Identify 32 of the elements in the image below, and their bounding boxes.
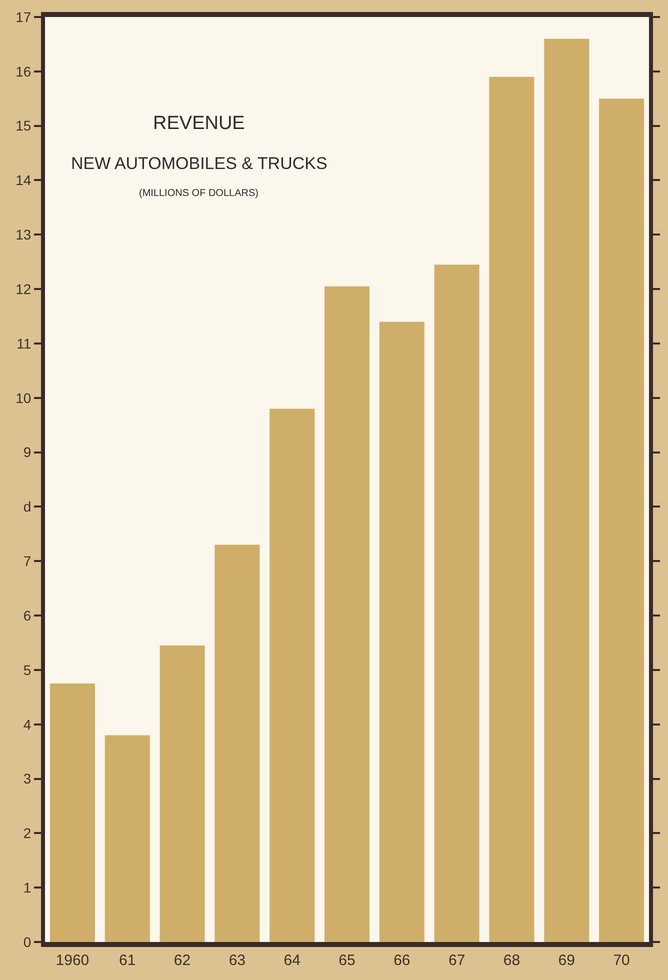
y-tick-label: 2: [23, 825, 32, 842]
x-tick-label: 68: [503, 952, 520, 969]
y-tick-label: 17: [16, 8, 32, 25]
y-tick-label: 12: [16, 280, 32, 297]
x-tick-label: 64: [284, 952, 300, 969]
y-tick-label: 6: [23, 607, 32, 624]
y-tick-label: 14: [16, 172, 32, 188]
y-tick-label: 1: [23, 879, 32, 896]
y-tick-label: d: [23, 498, 32, 515]
y-tick-label: 11: [16, 335, 32, 352]
y-tick-label: 10: [16, 390, 32, 406]
x-tick-label: 1960: [56, 952, 90, 969]
y-axis-title: (MILLIONS OF DOLLARS): [139, 188, 258, 199]
x-tick-label: 65: [338, 952, 356, 969]
y-tick-label: 13: [16, 226, 32, 243]
y-tick-label: 15: [16, 118, 32, 134]
x-tick-label: 66: [394, 952, 410, 969]
y-tick-label: 7: [23, 553, 32, 570]
y-tick-label: 4: [23, 716, 32, 732]
x-tick-label: 62: [174, 952, 191, 969]
x-tick-label: 70: [613, 952, 630, 969]
y-tick-label: 5: [23, 662, 32, 678]
text: REVENUE: [153, 113, 245, 134]
x-tick-label: 69: [558, 952, 575, 969]
y-tick-label: 0: [23, 934, 32, 950]
y-tick-label: 3: [23, 770, 32, 787]
x-tick-label: 63: [228, 952, 246, 969]
y-tick-label: 16: [16, 63, 32, 80]
text: NEW AUTOMOBILES & TRUCKS: [71, 154, 328, 173]
x-tick-label: 67: [448, 952, 466, 969]
x-tick-label: 61: [119, 952, 136, 969]
y-tick-label: 9: [23, 444, 32, 460]
